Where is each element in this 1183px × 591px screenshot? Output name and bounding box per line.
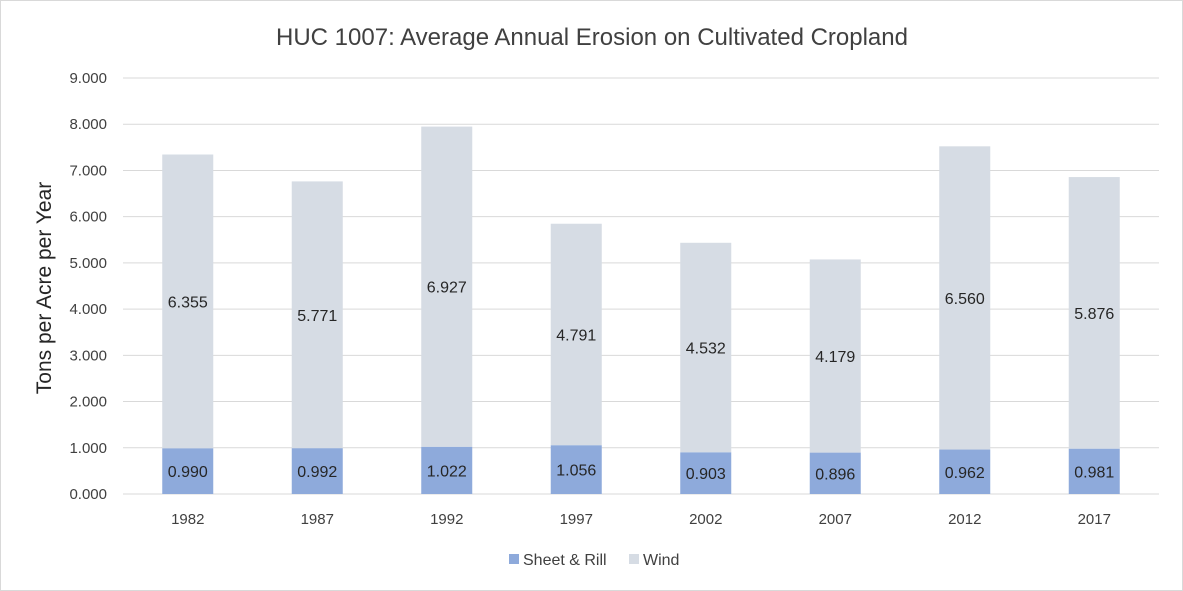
data-label: 0.981 (1074, 464, 1114, 481)
data-label: 1.056 (556, 463, 596, 480)
bar-wind-2007 (809, 259, 861, 453)
x-tick-label: 2007 (819, 511, 852, 528)
x-tick-label: 2012 (948, 511, 981, 528)
data-label: 4.791 (556, 327, 596, 344)
data-label: 6.560 (945, 291, 985, 308)
y-tick-label: 2.000 (69, 394, 107, 411)
bar-sheet-rill-2002 (680, 452, 732, 494)
x-tick-label: 1987 (301, 511, 334, 528)
data-label: 0.990 (168, 464, 208, 481)
legend-swatch-sheet-rill (509, 554, 519, 564)
data-label: 6.927 (427, 280, 467, 297)
data-label: 5.771 (297, 308, 337, 325)
bar-wind-1987 (291, 181, 343, 449)
bar-sheet-rill-2012 (939, 449, 991, 494)
data-label: 1.022 (427, 463, 467, 480)
legend-label: Wind (643, 552, 679, 569)
data-label: 0.896 (815, 466, 855, 483)
y-tick-label: 6.000 (69, 209, 107, 226)
chart-title: HUC 1007: Average Annual Erosion on Cult… (276, 24, 908, 51)
legend: Sheet & Rill Wind (509, 552, 679, 569)
bar-sheet-rill-1992 (421, 446, 473, 494)
bar-sheet-rill-1987 (291, 448, 343, 494)
y-tick-label: 8.000 (69, 116, 107, 133)
data-label: 6.355 (168, 294, 208, 311)
bar-wind-1997 (550, 223, 602, 446)
bar-wind-2017 (1068, 177, 1120, 449)
y-tick-label: 1.000 (69, 440, 107, 457)
bar-wind-1982 (162, 154, 214, 449)
legend-label: Sheet & Rill (523, 552, 607, 569)
y-tick-label: 0.000 (69, 486, 107, 503)
x-tick-label: 2002 (689, 511, 722, 528)
y-tick-label: 9.000 (69, 70, 107, 87)
y-tick-label: 4.000 (69, 301, 107, 318)
legend-swatch-wind (629, 554, 639, 564)
bar-sheet-rill-2017 (1068, 448, 1120, 494)
bar-sheet-rill-1982 (162, 448, 214, 494)
data-label: 0.992 (297, 464, 337, 481)
data-label: 0.903 (686, 466, 726, 483)
bars: 0.990 6.355 0.992 5.771 1.022 6.927 1.056 4.791… (162, 126, 1120, 494)
data-label: 0.962 (945, 465, 985, 482)
x-tick-label: 2017 (1078, 511, 1111, 528)
gridlines (123, 77, 1159, 495)
bar-sheet-rill-2007 (809, 452, 861, 494)
x-tick-label: 1997 (560, 511, 593, 528)
y-axis-label: Tons per Acre per Year (33, 182, 56, 394)
data-label: 4.179 (815, 349, 855, 366)
data-label: 4.532 (686, 341, 726, 358)
x-tick-label: 1982 (171, 511, 204, 528)
x-axis-ticks: 1982 1987 1992 1997 2002 2007 2012 2017 (171, 511, 1111, 528)
bar-sheet-rill-1997 (550, 445, 602, 494)
y-axis-ticks: 0.000 1.000 2.000 3.000 4.000 5.000 6.000 7.000… (69, 70, 107, 503)
bar-wind-2012 (939, 146, 991, 450)
y-tick-label: 3.000 (69, 347, 107, 364)
bar-wind-1992 (421, 126, 473, 447)
y-tick-label: 7.000 (69, 162, 107, 179)
x-tick-label: 1992 (430, 511, 463, 528)
bar-wind-2002 (680, 242, 732, 453)
data-label: 5.876 (1074, 306, 1114, 323)
y-tick-label: 5.000 (69, 255, 107, 272)
